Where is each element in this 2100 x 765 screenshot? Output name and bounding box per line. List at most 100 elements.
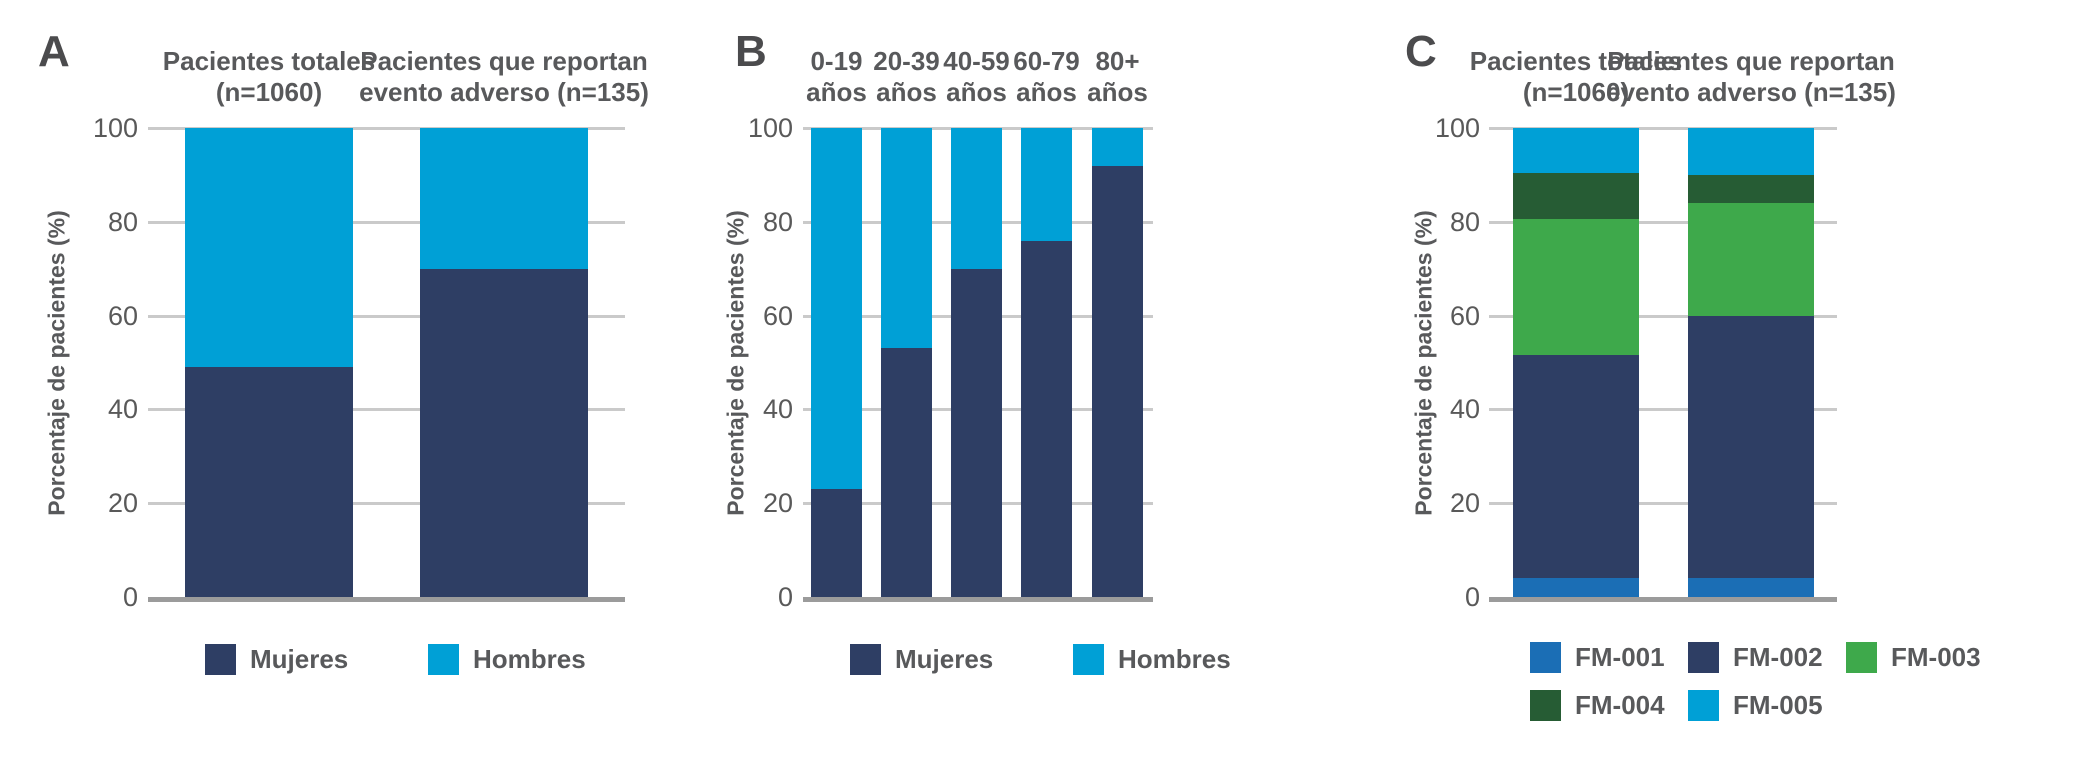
bar-segment-mujeres <box>881 348 932 597</box>
legend-label: FM-001 <box>1575 642 1665 672</box>
gridline-100 <box>1489 127 1837 130</box>
column-header-line1: 40-59 <box>943 46 1010 76</box>
column-header-line2: evento adverso (n=135) <box>359 77 649 107</box>
bar-segment-mujeres <box>420 268 588 597</box>
legend-label: FM-005 <box>1733 690 1823 720</box>
legend-swatch-hombres <box>1073 644 1104 675</box>
column-header: Pacientes totales (n=1060) <box>1470 46 1682 108</box>
column-header-line1: 60-79 <box>1013 46 1080 76</box>
bar-segment-fm-003 <box>1513 219 1639 356</box>
legend-label: Hombres <box>473 644 586 674</box>
panel-label-a: A <box>38 27 70 76</box>
gridline-100 <box>148 127 625 130</box>
bar-segment-hombres <box>951 128 1002 269</box>
gridline-40 <box>148 408 625 412</box>
bar-segment-hombres <box>1021 128 1072 241</box>
y-axis-title: Porcentaje de pacientes (%) <box>722 210 749 516</box>
legend-label: Mujeres <box>895 644 994 674</box>
legend-swatch-fm-002 <box>1688 642 1719 673</box>
y-tick-label: 40 <box>762 394 793 425</box>
gridline-20 <box>1489 502 1837 506</box>
y-tick-label: 0 <box>777 582 793 612</box>
y-tick-label: 20 <box>762 488 793 519</box>
bar-segment-hombres <box>1092 128 1143 166</box>
column-header-line1: Pacientes que reportan <box>360 46 648 76</box>
legend-label: Hombres <box>1118 644 1231 674</box>
column-header-line1: 20-39 <box>873 46 940 76</box>
y-tick-label: 0 <box>1464 582 1480 612</box>
legend-label: FM-002 <box>1733 642 1823 672</box>
legend-swatch-hombres <box>428 644 459 675</box>
column-header: 60-79 años <box>1013 46 1080 108</box>
column-header-line1: Pacientes totales <box>1469 46 1683 76</box>
bar-segment-mujeres <box>1092 165 1143 597</box>
bar-segment-fm-005 <box>1513 128 1639 173</box>
column-header-line2: años <box>1087 77 1148 107</box>
column-header-line1: 80+ <box>1095 46 1140 76</box>
y-tick-label: 80 <box>762 206 793 237</box>
y-axis-title: Porcentaje de pacientes (%) <box>43 210 70 516</box>
y-tick-label: 60 <box>107 300 138 331</box>
bar-segment-fm-005 <box>1688 128 1814 175</box>
bar-segment-fm-001 <box>1688 578 1814 597</box>
legend-label: FM-004 <box>1575 690 1665 720</box>
bar-segment-hombres <box>185 128 353 368</box>
x-axis-line <box>803 597 1153 602</box>
gridline-80 <box>148 220 625 224</box>
panel-label-c: C <box>1405 27 1437 76</box>
column-header-line2: (n=1060) <box>215 77 323 107</box>
legend-swatch-mujeres <box>205 644 236 675</box>
legend-label: FM-003 <box>1891 642 1981 672</box>
column-header-line2: años <box>946 77 1007 107</box>
y-tick-label: 60 <box>1449 300 1480 331</box>
column-header-line2: evento adverso (n=135) <box>1606 77 1896 107</box>
legend-swatch-mujeres <box>850 644 881 675</box>
column-header-line2: años <box>876 77 937 107</box>
column-header-line1: Pacientes totales <box>162 46 376 76</box>
bar-segment-hombres <box>811 128 862 490</box>
column-header-line2: (n=1060) <box>1522 77 1630 107</box>
bar-segment-hombres <box>420 128 588 269</box>
y-tick-label: 40 <box>107 394 138 425</box>
y-tick-label: 40 <box>1449 394 1480 425</box>
legend-label: Mujeres <box>250 644 349 674</box>
y-tick-label: 100 <box>92 113 138 143</box>
column-header: Pacientes que reportan evento adverso (n=… <box>1606 46 1896 108</box>
legend-swatch-fm-001 <box>1530 642 1561 673</box>
column-header-line1: Pacientes que reportan <box>1607 46 1895 76</box>
column-header: 20-39 años <box>873 46 940 108</box>
bar-segment-mujeres <box>811 489 862 597</box>
y-tick-label: 80 <box>107 206 138 237</box>
gridline-60 <box>148 314 625 318</box>
gridline-60 <box>1489 314 1837 318</box>
bar-segment-hombres <box>881 128 932 349</box>
panel-label-b: B <box>735 27 767 76</box>
y-tick-label: 100 <box>1434 113 1480 143</box>
column-header: 0-19 años <box>806 46 867 108</box>
legend-swatch-fm-005 <box>1688 690 1719 721</box>
y-tick-label: 20 <box>107 488 138 519</box>
y-tick-label: 60 <box>762 300 793 331</box>
bar-segment-fm-004 <box>1688 174 1814 204</box>
gridline-40 <box>1489 408 1837 412</box>
legend-swatch-fm-004 <box>1530 690 1561 721</box>
bar-segment-fm-001 <box>1513 578 1639 597</box>
x-axis-line <box>148 597 625 602</box>
y-axis-title: Porcentaje de pacientes (%) <box>1410 210 1437 516</box>
legend-swatch-fm-003 <box>1846 642 1877 673</box>
bar-segment-mujeres <box>951 268 1002 597</box>
column-header: 40-59 años <box>943 46 1010 108</box>
x-axis-line <box>1489 597 1837 602</box>
column-header-line2: años <box>806 77 867 107</box>
y-tick-label: 20 <box>1449 488 1480 519</box>
bar-segment-mujeres <box>185 367 353 597</box>
column-header: Pacientes que reportan evento adverso (n=… <box>359 46 649 108</box>
bar-segment-fm-003 <box>1688 203 1814 316</box>
gridline-20 <box>148 502 625 506</box>
gridline-80 <box>1489 220 1837 224</box>
y-tick-label: 100 <box>747 113 793 143</box>
y-tick-label: 0 <box>122 582 138 612</box>
bar-segment-fm-002 <box>1688 315 1814 579</box>
y-tick-label: 80 <box>1449 206 1480 237</box>
